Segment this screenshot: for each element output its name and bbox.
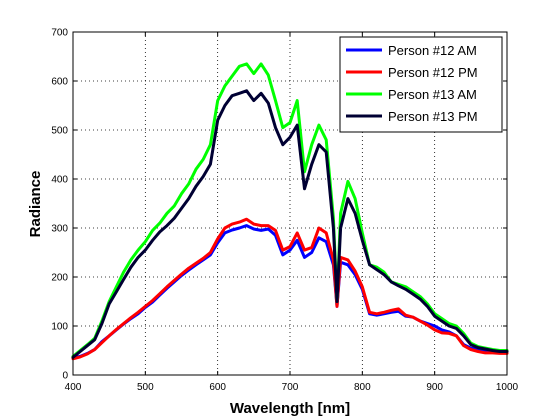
y-axis-title: Radiance <box>27 171 44 238</box>
legend-label-2: Person #12 PM <box>388 65 478 80</box>
x-tick-label: 600 <box>209 382 226 393</box>
x-tick-label: 700 <box>282 382 299 393</box>
y-tick-label: 600 <box>51 77 68 88</box>
y-tick-label: 500 <box>51 126 68 137</box>
y-tick-label: 400 <box>51 175 68 186</box>
series-line-4 <box>71 89 509 359</box>
x-tick-label: 800 <box>354 382 371 393</box>
y-tick-label: 100 <box>51 322 68 333</box>
y-tick-label: 700 <box>51 28 68 39</box>
axis-ticks <box>72 31 508 376</box>
legend-label-4: Person #13 PM <box>388 109 478 124</box>
legend-label-1: Person #12 AM <box>388 43 477 58</box>
series-line-2 <box>71 217 509 361</box>
series-lines <box>71 62 509 361</box>
x-axis-title: Wavelength [nm] <box>230 400 350 417</box>
grid <box>73 32 507 375</box>
x-tick-label: 400 <box>65 382 82 393</box>
y-tick-label: 200 <box>51 273 68 284</box>
x-tick-label: 900 <box>426 382 443 393</box>
y-tick-label: 0 <box>62 371 68 382</box>
legend-label-3: Person #13 AM <box>388 87 477 102</box>
x-tick-label: 1000 <box>496 382 519 393</box>
legend: Person #12 AM Person #12 PM Person #13 AM P… <box>339 36 503 133</box>
axis-tick-labels: 400 500 600 700 800 900 1000 0 100 200 300 400 500 60… <box>51 28 518 394</box>
x-tick-label: 500 <box>137 382 154 393</box>
y-tick-label: 300 <box>51 224 68 235</box>
